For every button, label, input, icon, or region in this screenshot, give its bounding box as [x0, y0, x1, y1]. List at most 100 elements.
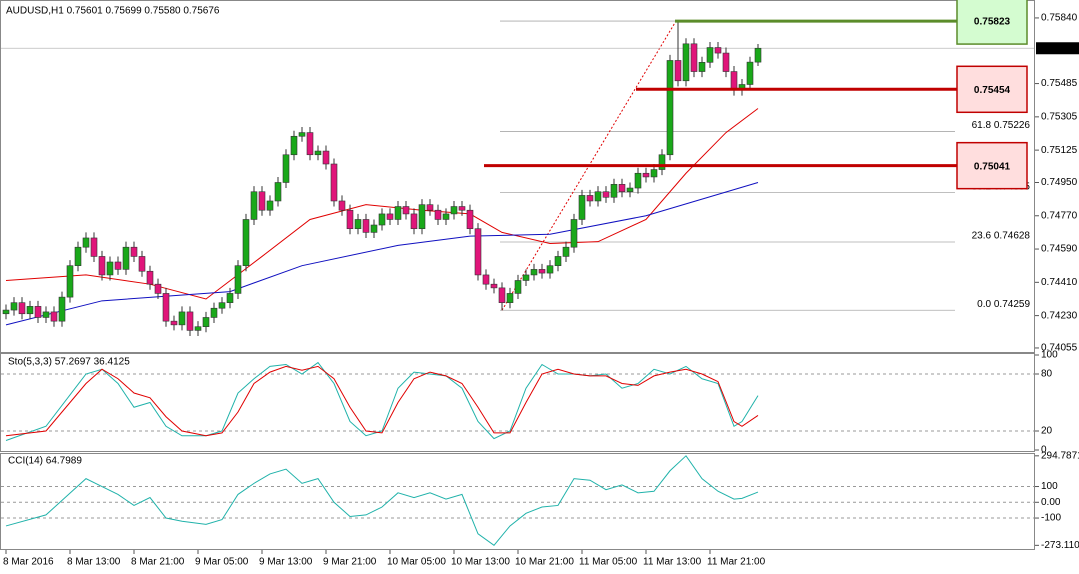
x-tick-label: 8 Mar 2016 [3, 557, 54, 568]
candle-body [90, 237, 98, 257]
candle-body [434, 209, 442, 220]
candle-body [50, 311, 58, 322]
y-tick-label: 0.75305 [1041, 111, 1078, 122]
level-box [956, 0, 1028, 45]
candle-body [450, 206, 458, 215]
candle-body [202, 317, 210, 328]
candle-body [618, 184, 626, 193]
candle-body [386, 213, 394, 220]
candle-body [698, 62, 706, 72]
x-tick-label: 10 Mar 21:00 [515, 557, 574, 568]
y-tick-label: 80 [1041, 369, 1053, 380]
candle-body [562, 246, 570, 257]
candle-body [122, 246, 130, 270]
y-tick-label: 0.74770 [1041, 210, 1078, 221]
candle-body [250, 191, 258, 220]
candle-body [378, 213, 386, 226]
candle-body [482, 274, 490, 285]
candle-body [66, 265, 74, 298]
y-tick-label: 100 [1041, 350, 1058, 361]
x-tick-label: 10 Mar 13:00 [451, 557, 510, 568]
candle-body [74, 246, 82, 266]
y-tick-label: 0.74055 [1041, 343, 1078, 354]
candle-body [226, 293, 234, 303]
candle-body [626, 187, 634, 193]
candle-body [498, 287, 506, 303]
candle-body [354, 219, 362, 230]
level-label: 0.75823 [974, 17, 1011, 28]
y-tick-label: 0.75125 [1041, 145, 1078, 156]
candle-body [106, 261, 114, 276]
x-tick-label: 10 Mar 05:00 [387, 557, 446, 568]
candle-body [258, 191, 266, 211]
candle-body [594, 191, 602, 202]
candle-body [18, 302, 26, 315]
candle-body [330, 163, 338, 202]
x-tick-label: 9 Mar 05:00 [195, 557, 249, 568]
fib-label: 0.0 0.74259 [977, 299, 1030, 310]
candle-body [426, 204, 434, 211]
candle-body [682, 43, 690, 82]
y-tick-label: 20 [1041, 426, 1053, 437]
candle-body [714, 47, 722, 54]
candle-body [26, 306, 34, 315]
indicator-line [5, 182, 759, 326]
candle-body [642, 172, 650, 178]
candle-body [402, 206, 410, 215]
candle-body [146, 270, 154, 285]
indicator-line [5, 455, 759, 547]
candle-body [314, 150, 322, 156]
candle-body [746, 61, 754, 85]
candle-body [474, 228, 482, 276]
candle-body [674, 60, 682, 82]
candle-body [722, 52, 730, 72]
candle-body [130, 246, 138, 257]
y-tick-label: 0.00 [1041, 497, 1061, 508]
candle-body [274, 182, 282, 202]
candle-body [418, 204, 426, 230]
candle-body [690, 43, 698, 72]
candle-body [42, 311, 50, 318]
stochastic-panel [0, 353, 1035, 452]
last-price-label: 0.75676 [1041, 43, 1078, 54]
candle-body [234, 265, 242, 294]
candle-body [586, 195, 594, 202]
x-tick-label: 8 Mar 21:00 [131, 557, 185, 568]
fib-label: 23.6 0.74628 [972, 231, 1031, 242]
fib-label: 61.8 0.75226 [972, 120, 1031, 131]
candle-body [754, 47, 762, 63]
level-box [956, 141, 1028, 190]
last-price-box [1036, 42, 1079, 55]
y-tick-label: 0.74950 [1041, 177, 1078, 188]
y-tick-label: 0.75840 [1041, 13, 1078, 24]
candle-body [186, 311, 194, 331]
candle-body [2, 309, 10, 315]
candle-body [650, 169, 658, 178]
y-tick-label: -100 [1041, 513, 1061, 524]
candle-body [10, 302, 18, 311]
candle-body [82, 237, 90, 248]
cci-title: CCI(14) 64.7989 [8, 456, 82, 467]
candle-body [634, 172, 642, 189]
y-tick-label: 294.7871 [1041, 450, 1079, 461]
candle-body [298, 132, 306, 137]
candle-body [530, 269, 538, 276]
y-tick-label: 0 [1041, 445, 1047, 456]
y-tick-label: 100 [1041, 481, 1058, 492]
candle-body [266, 200, 274, 211]
candle-body [178, 311, 186, 326]
main-panel [0, 0, 1035, 353]
candle-body [538, 269, 546, 274]
y-tick-label: 0.75485 [1041, 78, 1078, 89]
candle-body [602, 191, 610, 198]
candle-body [658, 154, 666, 170]
candle-body [194, 326, 202, 331]
stochastic-title: Sto(5,3,3) 57.2697 36.4125 [8, 357, 130, 368]
candle-body [162, 293, 170, 322]
candle-body [666, 60, 674, 156]
candle-body [322, 150, 330, 165]
candle-body [370, 224, 378, 233]
candle-body [578, 195, 586, 220]
candle-body [554, 256, 562, 266]
